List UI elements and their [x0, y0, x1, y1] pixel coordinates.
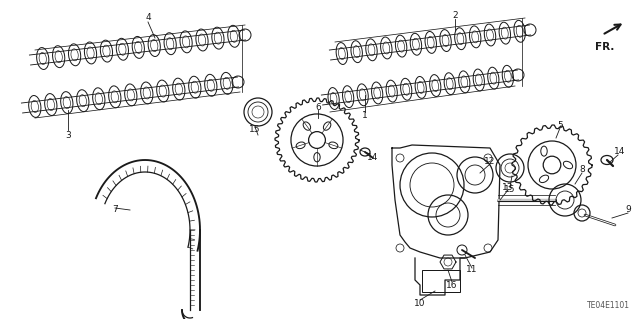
- Text: 8: 8: [579, 166, 585, 174]
- Text: 12: 12: [484, 158, 496, 167]
- Text: 10: 10: [414, 299, 426, 308]
- Text: 15: 15: [249, 125, 260, 135]
- Text: TE04E1101: TE04E1101: [587, 301, 630, 310]
- Bar: [422, 270, 460, 292]
- Text: 15: 15: [504, 186, 516, 195]
- Text: 6: 6: [315, 102, 321, 112]
- Text: 16: 16: [446, 280, 458, 290]
- Text: 14: 14: [614, 147, 626, 157]
- Text: 5: 5: [557, 121, 563, 130]
- Text: FR.: FR.: [595, 42, 614, 52]
- Text: 1: 1: [362, 110, 368, 120]
- Text: 11: 11: [467, 265, 477, 275]
- Text: 13: 13: [502, 183, 514, 192]
- Text: 2: 2: [452, 11, 458, 19]
- Text: 14: 14: [367, 152, 379, 161]
- Text: 3: 3: [65, 130, 71, 139]
- Text: 9: 9: [625, 205, 631, 214]
- Text: 4: 4: [145, 13, 151, 23]
- Text: 7: 7: [112, 205, 118, 214]
- Polygon shape: [392, 145, 500, 258]
